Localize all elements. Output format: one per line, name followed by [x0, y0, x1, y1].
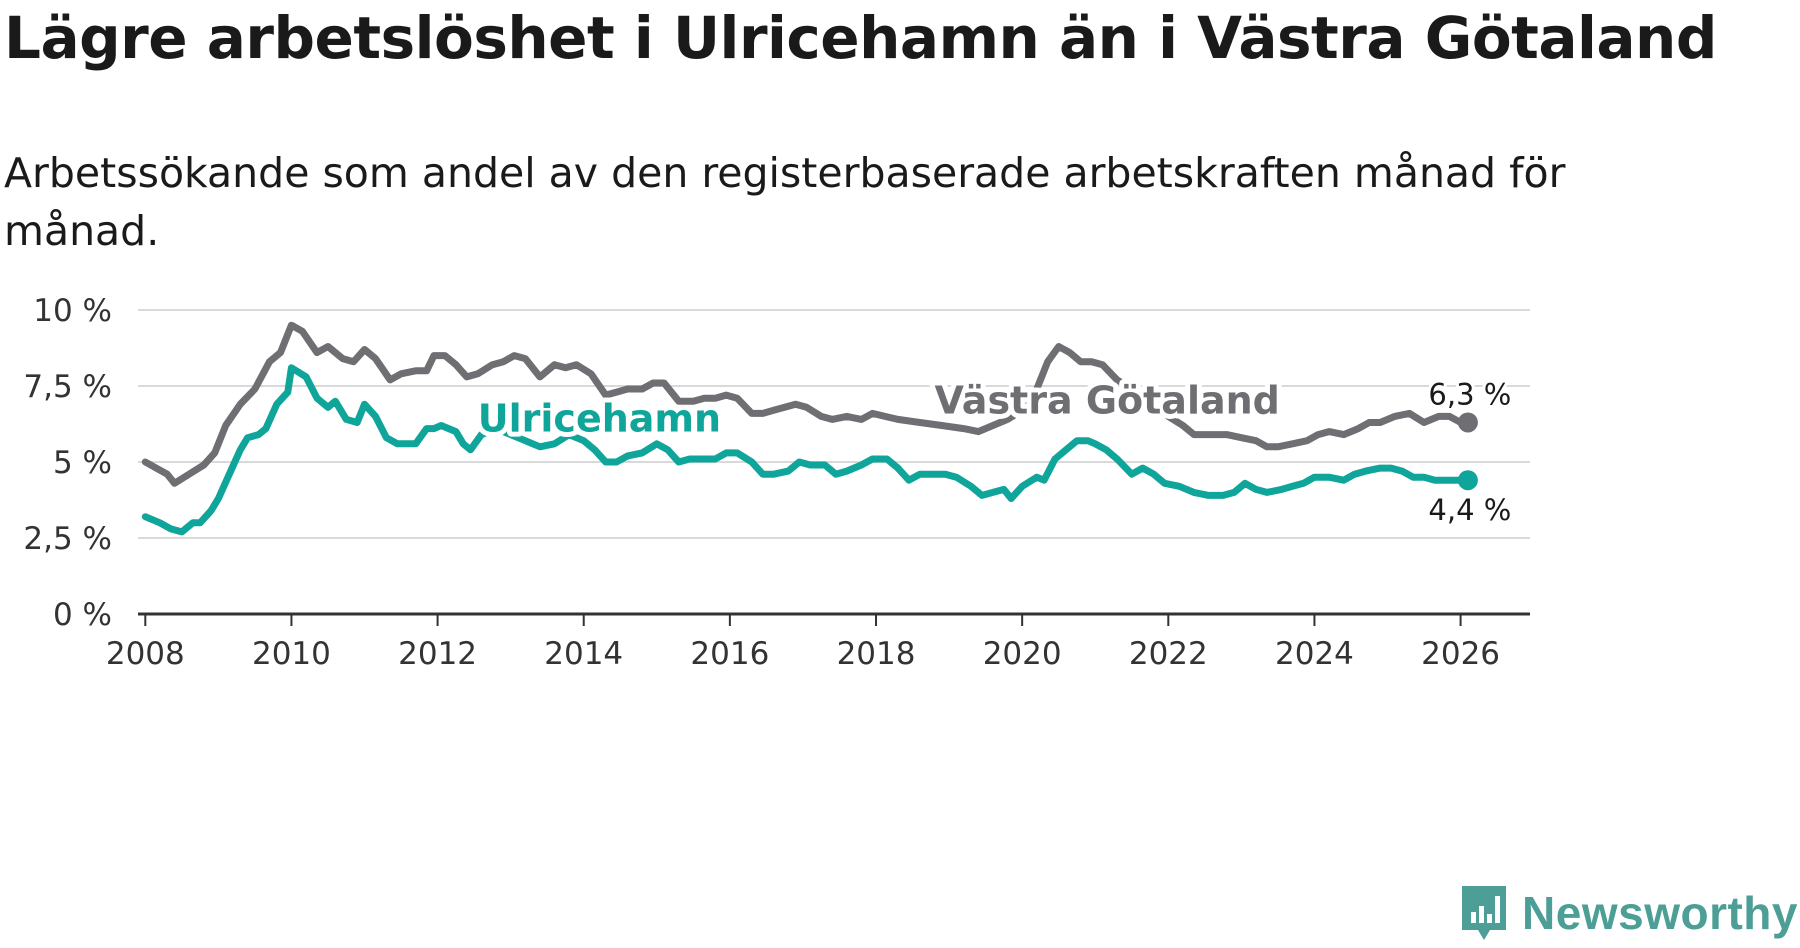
x-tick-label: 2016	[690, 636, 769, 672]
bar-chart-icon	[1462, 886, 1507, 940]
end-point-v-stra-g-taland	[1457, 412, 1478, 433]
x-tick-label: 2014	[544, 636, 623, 672]
x-tick-label: 2008	[106, 636, 185, 672]
y-tick-label: 10 %	[33, 293, 112, 329]
x-axis: 2008 2010 2012 2014 2016 2018 2020 2022 2024 2026	[106, 612, 1530, 672]
gridlines	[138, 309, 1530, 539]
end-value-label-ulricehamn: 4,4 %	[1428, 493, 1511, 527]
newsworthy-logo: Newsworthy	[1460, 884, 1798, 942]
x-tick-label: 2012	[398, 636, 477, 672]
line-chart: 0 % 2,5 % 5 % 7,5 % 10 % 2008 2010 2012 2014 201…	[23, 293, 1530, 672]
x-tick-label: 2010	[252, 636, 331, 672]
series-line-ulricehamn	[141, 364, 1472, 536]
x-tick-label: 2020	[983, 636, 1062, 672]
x-tick-label: 2024	[1275, 636, 1354, 672]
series-lines	[141, 321, 1478, 536]
x-tick-label: 2018	[837, 636, 916, 672]
series-label-v-stra-g-taland: Västra Götaland	[934, 378, 1279, 422]
end-value-label-v-stra-g-taland: 6,3 %	[1428, 377, 1511, 411]
y-tick-label: 2,5 %	[23, 521, 112, 557]
series-label-ulricehamn: Ulricehamn	[478, 397, 721, 441]
chart-subtitle: Arbetssökande som andel av den registerb…	[4, 149, 1566, 255]
series-line-v-stra-g-taland	[141, 321, 1472, 487]
x-tick-label: 2022	[1129, 636, 1208, 672]
series-labels: 6,3 % 4,4 % Västra Götaland Ulricehamn	[473, 373, 1515, 530]
chart-title: Lägre arbetslöshet i Ulricehamn än i Väs…	[4, 4, 1717, 72]
y-axis-tick-labels: 0 % 2,5 % 5 % 7,5 % 10 %	[23, 293, 112, 633]
y-tick-label: 5 %	[53, 445, 112, 481]
y-tick-label: 7,5 %	[23, 369, 112, 405]
x-tick-label: 2026	[1421, 636, 1500, 672]
brand-name: Newsworthy	[1522, 887, 1798, 939]
end-point-ulricehamn	[1457, 470, 1478, 491]
y-tick-label: 0 %	[53, 597, 112, 633]
